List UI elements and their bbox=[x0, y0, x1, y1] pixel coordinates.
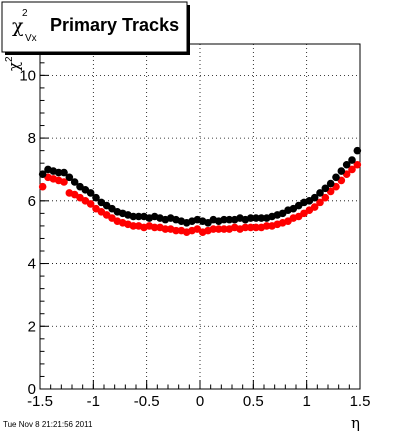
x-tick-label: 1 bbox=[302, 393, 310, 410]
data-points bbox=[38, 146, 362, 236]
data-point bbox=[310, 203, 319, 211]
data-point bbox=[262, 222, 271, 230]
data-point bbox=[337, 167, 346, 175]
data-point bbox=[252, 214, 260, 222]
data-point bbox=[209, 225, 218, 233]
data-point bbox=[246, 223, 255, 232]
chart-title: Primary Tracks bbox=[50, 15, 179, 35]
x-tick-label: 1.5 bbox=[350, 393, 371, 410]
data-point bbox=[342, 160, 351, 169]
data-point bbox=[353, 146, 362, 155]
data-point bbox=[129, 212, 138, 221]
data-point bbox=[214, 225, 223, 233]
data-point bbox=[54, 168, 63, 177]
title-superscript: 2 bbox=[22, 8, 28, 19]
data-point bbox=[220, 225, 228, 233]
data-point bbox=[38, 182, 47, 191]
y-tick-label: 10 bbox=[19, 67, 36, 84]
data-point bbox=[86, 200, 95, 208]
data-point bbox=[252, 223, 260, 232]
data-point bbox=[332, 173, 340, 182]
x-tick-label: 0.5 bbox=[243, 393, 264, 410]
data-point bbox=[321, 184, 330, 193]
data-point bbox=[150, 223, 159, 232]
data-point bbox=[60, 168, 68, 177]
x-axis-title: η bbox=[351, 414, 360, 432]
data-point bbox=[257, 214, 266, 222]
data-point bbox=[60, 178, 68, 186]
series-black bbox=[38, 146, 362, 227]
x-tick-labels: -1.5 -1 -0.5 0 0.5 1 1.5 bbox=[27, 393, 370, 410]
data-point bbox=[316, 198, 324, 207]
data-point bbox=[161, 225, 170, 233]
x-tick-label: -1 bbox=[87, 393, 100, 410]
x-tick-label: -1.5 bbox=[27, 393, 53, 410]
data-point bbox=[310, 193, 319, 202]
title-box-border bbox=[1, 1, 188, 53]
data-point bbox=[353, 160, 362, 169]
x-tick-label: 0 bbox=[196, 393, 204, 410]
y-tick-label: 0 bbox=[28, 381, 36, 398]
y-axis-title-superscript: 2 bbox=[4, 56, 15, 62]
data-point bbox=[225, 215, 234, 224]
title-box-shadow-bottom bbox=[5, 52, 190, 55]
y-tick-label: 2 bbox=[28, 318, 36, 335]
data-point bbox=[348, 165, 356, 174]
data-point bbox=[70, 178, 79, 186]
data-point bbox=[92, 193, 100, 202]
data-point bbox=[321, 193, 330, 202]
title-box: χ 2 Vx Primary Tracks bbox=[1, 1, 190, 55]
data-point bbox=[134, 212, 143, 221]
y-axis-title: χ 2 bbox=[4, 56, 23, 71]
y-tick-label: 8 bbox=[28, 130, 36, 147]
y-tick-label: 6 bbox=[28, 193, 36, 210]
grid-lines bbox=[40, 44, 360, 389]
data-point bbox=[129, 222, 138, 230]
title-subscript: Vx bbox=[25, 33, 37, 44]
data-point bbox=[86, 189, 95, 197]
data-point bbox=[316, 189, 324, 197]
y-tick-labels: 0 2 4 6 8 10 bbox=[19, 67, 36, 398]
title-box-shadow-right bbox=[187, 5, 190, 55]
timestamp-label: Tue Nov 8 21:21:56 2011 bbox=[3, 420, 93, 429]
data-point bbox=[348, 156, 356, 164]
data-point bbox=[65, 173, 74, 182]
y-axis-title-symbol: χ bbox=[5, 62, 23, 71]
data-point bbox=[326, 179, 335, 188]
y-tick-label: 4 bbox=[28, 256, 36, 273]
data-point bbox=[220, 215, 228, 224]
x-tick-label: -0.5 bbox=[134, 393, 160, 410]
data-point bbox=[172, 226, 180, 235]
data-point bbox=[241, 223, 250, 232]
axis-ticks bbox=[39, 49, 361, 390]
data-point bbox=[246, 214, 255, 222]
series-red bbox=[38, 160, 362, 236]
title-chi-symbol: χ bbox=[12, 15, 24, 37]
data-point bbox=[38, 170, 47, 178]
